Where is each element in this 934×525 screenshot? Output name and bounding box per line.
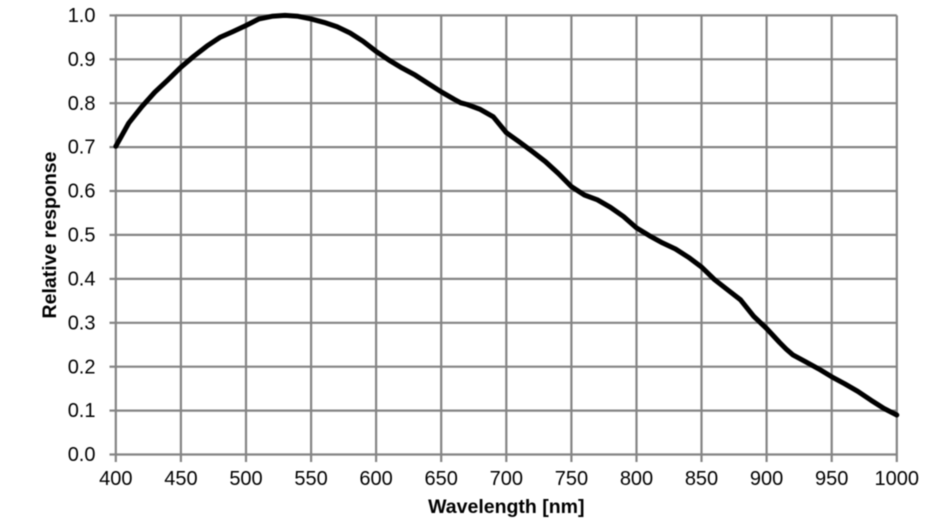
svg-text:600: 600 [359, 468, 392, 490]
svg-text:0.4: 0.4 [68, 269, 96, 291]
svg-text:850: 850 [685, 468, 718, 490]
svg-text:0.2: 0.2 [68, 356, 96, 378]
svg-text:500: 500 [229, 468, 262, 490]
svg-text:Wavelength [nm]: Wavelength [nm] [428, 496, 584, 518]
svg-text:550: 550 [294, 468, 327, 490]
svg-text:400: 400 [99, 468, 132, 490]
svg-text:0.9: 0.9 [68, 49, 96, 71]
svg-text:650: 650 [425, 468, 458, 490]
svg-text:0.0: 0.0 [68, 444, 96, 466]
svg-text:0.6: 0.6 [68, 181, 96, 203]
svg-text:1000: 1000 [875, 468, 920, 490]
svg-text:0.7: 0.7 [68, 137, 96, 159]
svg-text:700: 700 [490, 468, 523, 490]
svg-text:Relative response: Relative response [39, 151, 61, 318]
svg-text:450: 450 [164, 468, 197, 490]
svg-text:950: 950 [815, 468, 848, 490]
svg-text:0.1: 0.1 [68, 400, 96, 422]
svg-text:1.0: 1.0 [68, 5, 96, 27]
svg-text:750: 750 [555, 468, 588, 490]
svg-text:0.3: 0.3 [68, 312, 96, 334]
svg-text:800: 800 [620, 468, 653, 490]
svg-text:900: 900 [750, 468, 783, 490]
svg-text:0.8: 0.8 [68, 93, 96, 115]
svg-text:0.5: 0.5 [68, 225, 96, 247]
